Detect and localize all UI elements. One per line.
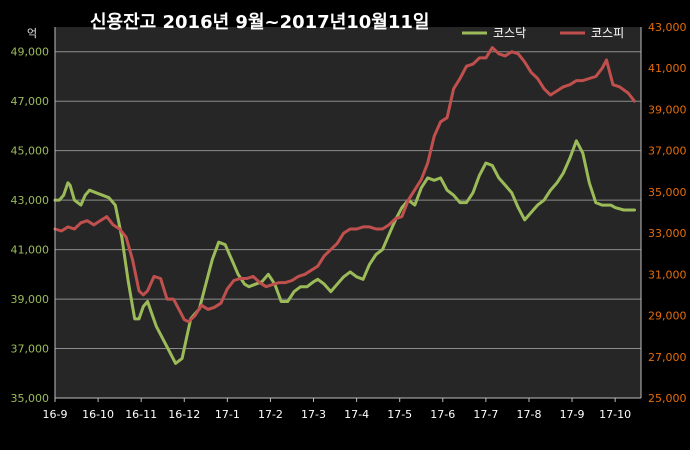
right-tick-label: 33,000 [648, 227, 687, 240]
right-tick-label: 31,000 [648, 268, 687, 281]
right-tick-label: 41,000 [648, 62, 687, 75]
left-tick-label: 45,000 [11, 145, 50, 158]
right-tick-label: 37,000 [648, 145, 687, 158]
right-tick-label: 25,000 [648, 392, 687, 405]
right-tick-label: 39,000 [648, 103, 687, 116]
left-tick-label: 35,000 [11, 392, 50, 405]
x-tick-label: 17-1 [215, 408, 240, 421]
x-tick-label: 17-4 [344, 408, 369, 421]
right-tick-label: 35,000 [648, 186, 687, 199]
x-tick-label: 16-12 [168, 408, 200, 421]
x-tick-label: 16-9 [43, 408, 68, 421]
chart-title: 신용잔고 2016년 9월~2017년10월11일 [90, 12, 429, 33]
series-line-kospi [53, 46, 636, 324]
series-lines [53, 46, 636, 365]
left-tick-label: 39,000 [11, 293, 50, 306]
right-tick-label: 29,000 [648, 310, 687, 323]
plot-area [55, 27, 641, 398]
right-tick-label: 43,000 [648, 21, 687, 34]
gridlines [55, 51, 641, 350]
x-tick-label: 17-5 [387, 408, 412, 421]
series-line-kosdaq [53, 139, 636, 365]
left-axis-unit: 억 [27, 27, 37, 40]
right-tick-label: 27,000 [648, 351, 687, 364]
legend: 코스닥 코스피 [462, 26, 624, 40]
x-tick-label: 17-6 [430, 408, 455, 421]
left-tick-label: 41,000 [11, 244, 50, 257]
left-tick-label: 47,000 [11, 95, 50, 108]
left-tick-label: 43,000 [11, 194, 50, 207]
x-tick-label: 17-2 [258, 408, 283, 421]
x-tick-label: 17-3 [301, 408, 326, 421]
x-tick-label: 17-7 [473, 408, 498, 421]
left-tick-label: 49,000 [11, 46, 50, 59]
x-tick-label: 17-8 [516, 408, 541, 421]
x-tick-label: 16-11 [125, 408, 157, 421]
left-tick-label: 37,000 [11, 343, 50, 356]
x-tick-label: 17-9 [560, 408, 585, 421]
x-tick-label: 17-10 [599, 408, 631, 421]
legend-label-kosdaq: 코스닥 [493, 26, 526, 40]
axes: 35,000 37,000 39,000 41,000 43,000 45,000 47,0… [11, 21, 687, 421]
x-tick-label: 16-10 [82, 408, 114, 421]
legend-label-kospi: 코스피 [591, 26, 624, 40]
